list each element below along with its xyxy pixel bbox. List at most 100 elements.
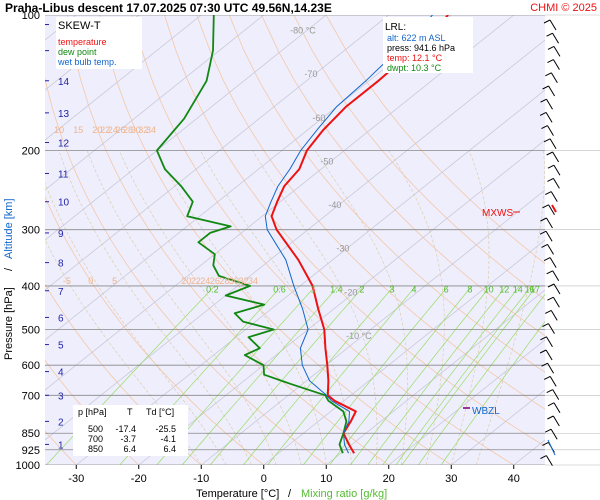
wind-barb — [549, 19, 557, 31]
wind-barb — [547, 362, 555, 374]
wind-barb — [547, 125, 554, 136]
pressure-tick-label: 925 — [22, 445, 40, 457]
wind-barb — [547, 244, 554, 255]
altitude-tick-label: 13 — [58, 109, 70, 120]
wind-barb-flag — [542, 323, 549, 328]
wind-barb-flag — [543, 375, 551, 380]
mixing-ratio-label: 2 — [359, 284, 364, 294]
theta-label: 32 — [138, 125, 148, 135]
isotherm-label: -70 — [304, 69, 317, 79]
table-row-p: 700 — [88, 434, 103, 444]
wind-barb-flag — [543, 19, 551, 24]
theta-label: 32 — [239, 276, 249, 286]
lrl-temp: temp: 12.1 °C — [387, 53, 443, 63]
wbzl-marker: WBZL — [463, 406, 500, 417]
wind-barb-flag — [547, 283, 555, 288]
series-wet-bulb-temp — [264, 15, 433, 454]
pressure-tick-label: 850 — [22, 428, 40, 440]
table-row-t: -17.4 — [115, 424, 136, 434]
wind-barb-flag — [546, 270, 553, 275]
mixing-ratio-label: 3 — [389, 284, 394, 294]
isotherm-label: -40 — [328, 200, 341, 210]
wind-barbs — [539, 14, 600, 466]
mxws-label: MXWS — [482, 208, 513, 219]
theta-label: 5 — [112, 276, 117, 286]
wind-barb-flag — [546, 32, 553, 37]
wind-barb-flag — [542, 441, 549, 446]
moist-adiabat — [58, 150, 252, 465]
series-temperature — [270, 15, 449, 454]
mixing-ratio-label: 0.6 — [273, 284, 286, 294]
mixing-ratio-label: 16 — [525, 284, 535, 294]
theta-label: 20 — [181, 276, 191, 286]
altitude-tick-label: 1 — [58, 440, 64, 451]
altitude-tick-label: 8 — [58, 259, 64, 270]
mixing-ratio-label: 14 — [513, 284, 523, 294]
lrl-alt: alt: 622 m ASL — [387, 33, 446, 43]
wind-barb — [550, 191, 558, 202]
wind-barb-flag — [544, 428, 552, 433]
dry-adiabat — [196, 15, 545, 410]
wind-barb — [545, 230, 553, 242]
lrl-box: LRL: alt: 622 m ASL press: 941.6 hPa tem… — [383, 17, 473, 73]
wind-barb-flag — [546, 389, 553, 394]
wind-barb-flag — [547, 164, 555, 169]
theta-label: 0 — [88, 276, 93, 286]
wind-barb-flag — [543, 257, 551, 262]
x-axis-separator: / — [288, 488, 292, 500]
wind-barb-flag — [540, 455, 547, 460]
altitude-tick-label: 10 — [58, 198, 70, 209]
y-axis-title: Pressure [hPa] / Altitude [km] — [3, 198, 15, 360]
moist-adiabat — [119, 150, 302, 465]
level-table: p [hPa] T Td [°C] 500 -17.4 -25.5 700 -3… — [73, 405, 188, 456]
pressure-tick-label: 400 — [22, 281, 40, 293]
mixing-ratio-label: 8 — [467, 284, 472, 294]
wind-barb-flag — [540, 98, 547, 103]
chart-title: Praha-Libus descent 17.07.2025 07:30 UTC… — [5, 1, 332, 15]
dry-adiabat — [228, 15, 545, 373]
altitude-tick-label: 6 — [58, 313, 64, 324]
wind-barb-flag — [547, 402, 555, 407]
wind-barb — [545, 455, 553, 466]
copyright-label: CHMI © 2025 — [530, 2, 597, 14]
wind-barb — [549, 138, 557, 150]
table-header-t: T — [127, 407, 133, 417]
wind-barb — [552, 415, 560, 427]
profile-series — [156, 15, 449, 454]
y-axis-separator: / — [3, 267, 15, 271]
temperature-tick-label: 20 — [383, 473, 395, 485]
theta-label: 24 — [108, 125, 118, 135]
temperature-tick-label: -20 — [131, 473, 147, 485]
isotherm — [388, 339, 545, 465]
isotherm-label: -20 — [344, 287, 357, 297]
wind-barb — [546, 217, 553, 229]
wind-barb-flag — [547, 415, 554, 420]
x-axis-label: Temperature [°C] — [196, 488, 279, 500]
altitude-tick-label: 11 — [58, 169, 69, 180]
series-dew-point — [156, 15, 348, 454]
table-header-p: p [hPa] — [78, 407, 107, 417]
table-row-t: 6.4 — [123, 444, 136, 454]
wind-barb — [553, 164, 561, 176]
wind-barb — [548, 204, 555, 216]
pressure-tick-label: 300 — [22, 225, 40, 237]
mixing-ratio-label: 1 — [311, 284, 316, 294]
table-row-t: -3.7 — [120, 434, 136, 444]
temperature-tick-label: 10 — [320, 473, 332, 485]
wind-barb — [549, 376, 557, 387]
isotherm — [326, 289, 545, 465]
theta-label: 20 — [92, 125, 102, 135]
altitude-tick-label: 12 — [58, 138, 70, 149]
wind-barb — [550, 310, 558, 321]
temperature-tick-label: -10 — [193, 473, 209, 485]
wind-barb — [552, 270, 560, 282]
dry-adiabat — [293, 15, 545, 301]
theta-label: 22 — [100, 125, 110, 135]
dry-adiabat — [261, 15, 545, 337]
wind-barb-max — [551, 204, 557, 213]
isotherm — [201, 189, 545, 465]
wind-barb — [546, 98, 553, 110]
wind-barb-flag — [547, 59, 554, 64]
wind-barb-flag — [542, 85, 549, 90]
